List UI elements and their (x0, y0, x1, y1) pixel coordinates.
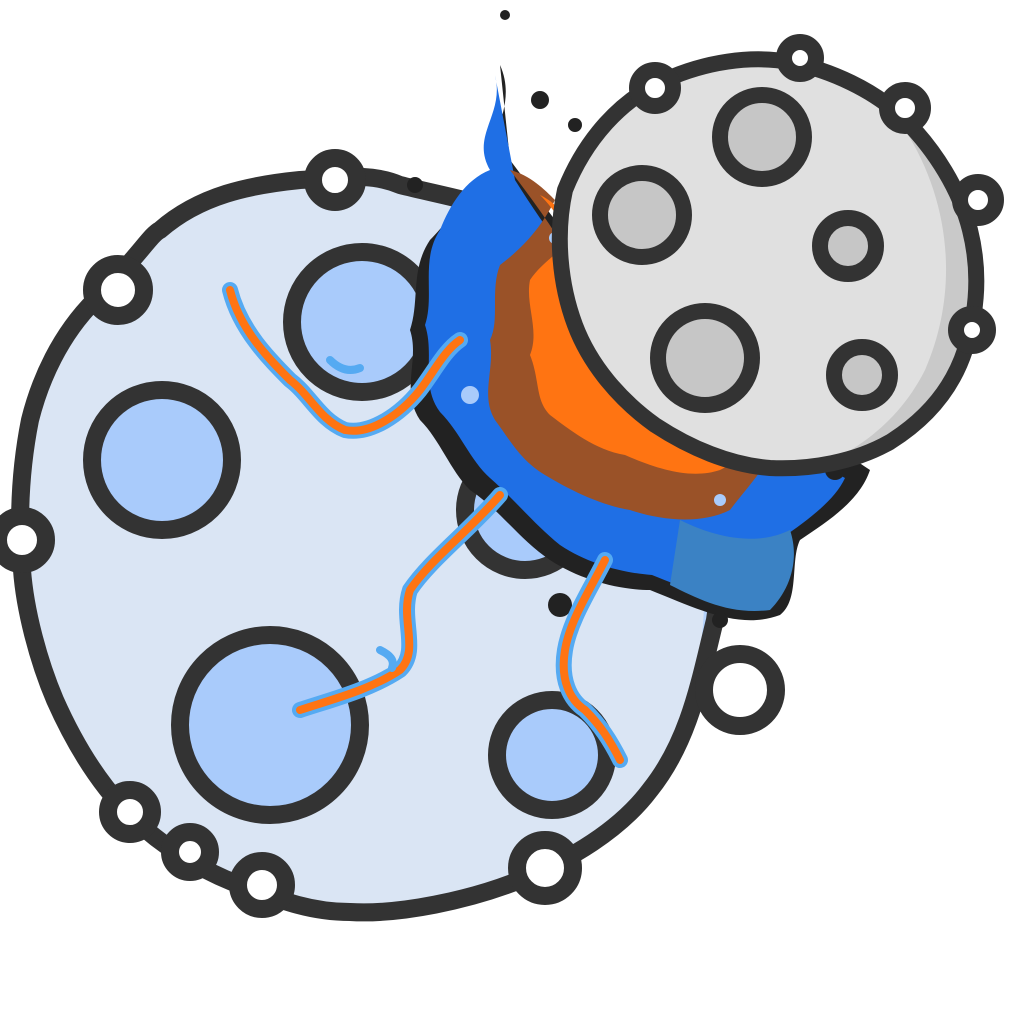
small-moon-crater (712, 87, 812, 187)
small-moon-crater (812, 210, 884, 282)
large-moon-crater (83, 381, 241, 539)
small-moon-rim-notches (629, 34, 1004, 354)
large-moon-outline (11, 167, 729, 922)
large-moon-crater (488, 691, 616, 819)
large-moon-crater (171, 626, 369, 824)
small-moon-crater (592, 165, 692, 265)
small-moon (551, 34, 1004, 477)
plasma-tendrils (222, 282, 628, 768)
splatter-droplets (407, 10, 845, 628)
small-moon-crater (826, 339, 898, 411)
small-moon-crater (650, 303, 760, 413)
splatter-steel-blue (670, 520, 794, 611)
large-moon-rim-notches (0, 149, 785, 918)
